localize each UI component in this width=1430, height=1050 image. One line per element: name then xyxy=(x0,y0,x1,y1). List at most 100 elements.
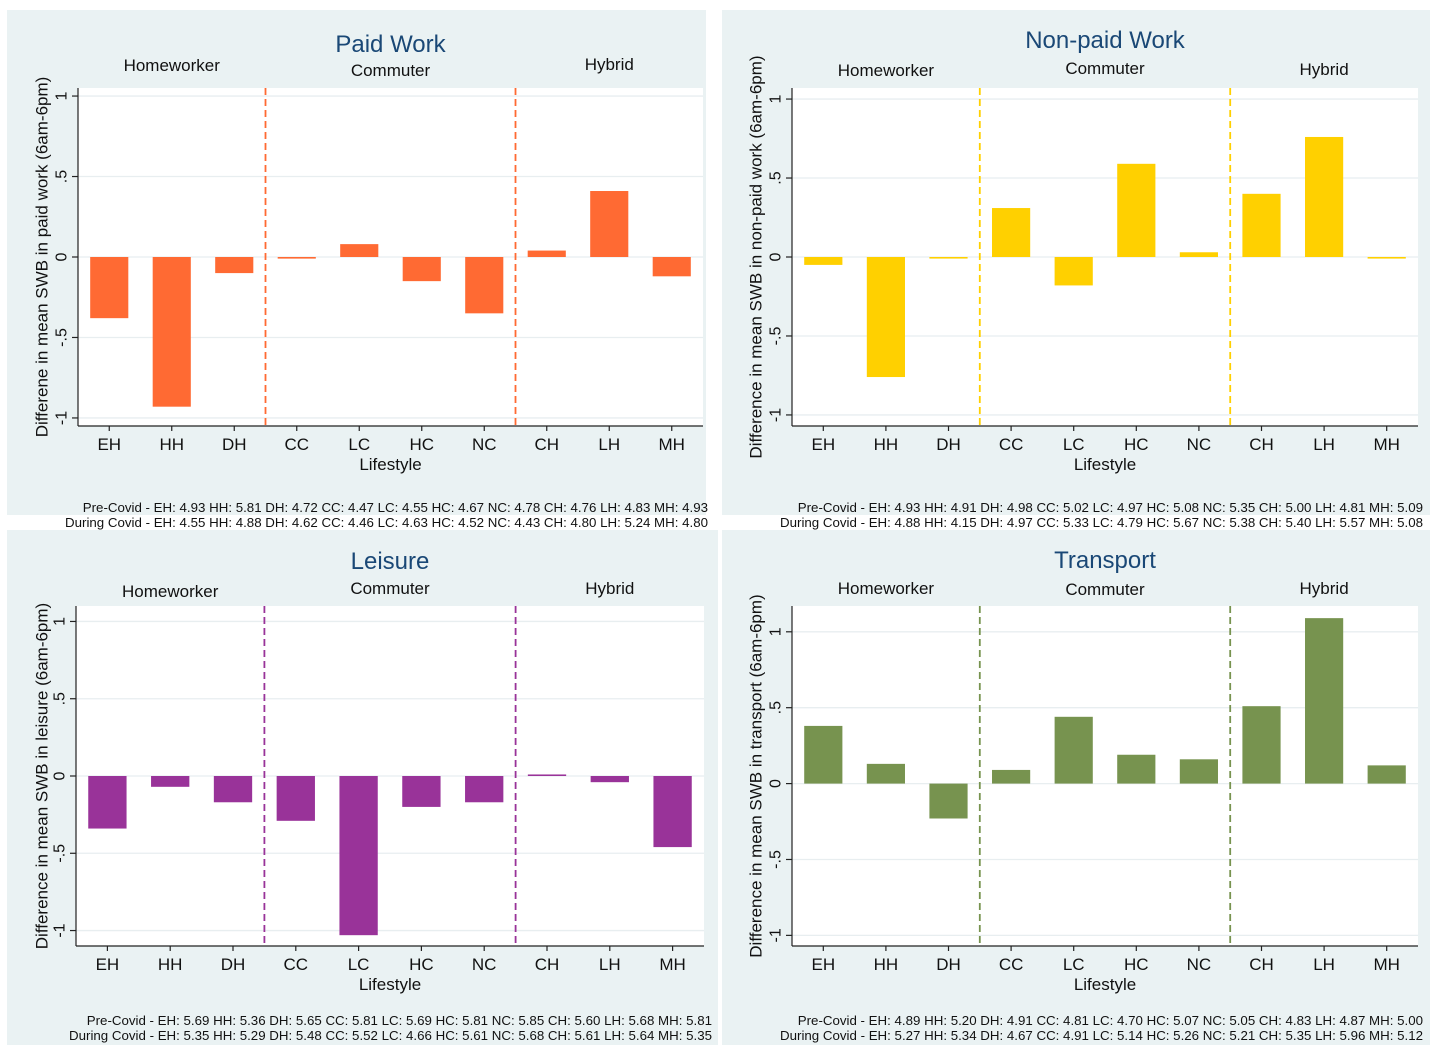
bar-lh xyxy=(1305,136,1344,257)
bar-eh xyxy=(90,257,129,319)
group-label: Hybrid xyxy=(1300,60,1349,79)
group-label: Commuter xyxy=(1065,59,1145,78)
bar-lc xyxy=(340,244,379,257)
group-label: Homeworker xyxy=(838,61,935,80)
y-tick-label: .5 xyxy=(52,692,69,705)
y-tick-label: -1 xyxy=(768,928,785,942)
during-covid-note: During Covid - EH: 4.88 HH: 4.15 DH: 4.9… xyxy=(780,515,1423,530)
y-tick-label: 1 xyxy=(52,617,69,626)
x-tick-label: EH xyxy=(811,435,835,454)
y-axis-label: Differene in mean SWB in paid work (6am-… xyxy=(33,77,52,438)
y-axis-label: Difference in mean SWB in transport (6am… xyxy=(747,594,766,957)
y-tick-label: -.5 xyxy=(768,850,785,869)
y-tick-label: -.5 xyxy=(768,327,785,346)
bar-hc xyxy=(402,257,441,282)
y-tick-label: .5 xyxy=(768,171,785,184)
bar-hc xyxy=(1117,163,1156,257)
bar-ch xyxy=(527,774,567,776)
x-tick-label: MH xyxy=(1373,955,1399,974)
bar-ch xyxy=(1242,193,1281,257)
group-label: Homeworker xyxy=(124,56,221,75)
x-tick-label: CH xyxy=(535,955,560,974)
y-tick-label: -.5 xyxy=(54,328,71,347)
during-covid-note: During Covid - EH: 4.55 HH: 4.88 DH: 4.6… xyxy=(65,515,708,530)
bar-hh xyxy=(151,776,190,787)
bar-ch xyxy=(527,250,566,257)
x-axis-label: Lifestyle xyxy=(359,975,421,994)
pre-covid-note: Pre-Covid - EH: 4.93 HH: 5.81 DH: 4.72 C… xyxy=(83,500,708,515)
bar-dh xyxy=(215,257,254,274)
x-tick-label: NC xyxy=(472,955,497,974)
x-tick-label: HC xyxy=(409,955,434,974)
x-tick-label: CC xyxy=(999,955,1024,974)
y-tick-label: 0 xyxy=(52,771,69,780)
x-tick-label: LC xyxy=(348,435,370,454)
bar-hc xyxy=(402,776,441,807)
x-tick-label: NC xyxy=(1187,955,1212,974)
x-tick-label: HC xyxy=(409,435,434,454)
bar-nc xyxy=(465,776,504,803)
chart-title: Transport xyxy=(1054,547,1156,574)
x-tick-label: HH xyxy=(874,435,899,454)
x-tick-label: DH xyxy=(936,435,961,454)
bar-mh xyxy=(652,257,691,277)
bar-mh xyxy=(1367,765,1406,784)
x-tick-label: LH xyxy=(1313,435,1335,454)
y-tick-label: .5 xyxy=(768,701,785,714)
x-tick-label: CC xyxy=(284,955,309,974)
x-tick-label: NC xyxy=(472,435,497,454)
y-axis-label: Difference in mean SWB in non-paid work … xyxy=(747,55,766,458)
y-tick-label: -.5 xyxy=(52,844,69,863)
x-tick-label: CC xyxy=(284,435,309,454)
bar-eh xyxy=(804,725,843,784)
x-tick-label: HH xyxy=(158,955,183,974)
y-tick-label: 0 xyxy=(54,252,71,261)
chart-panel-2: 1 .5 0 -.5 -1 EH HH DH CC LC HC NC CH LH MH Homeworker C… xyxy=(722,10,1430,530)
y-tick-label: .5 xyxy=(54,170,71,183)
x-tick-label: LC xyxy=(348,955,370,974)
bar-cc xyxy=(276,776,315,821)
group-label: Hybrid xyxy=(1300,579,1349,598)
x-tick-label: CH xyxy=(1249,955,1274,974)
pre-covid-note: Pre-Covid - EH: 5.69 HH: 5.36 DH: 5.65 C… xyxy=(87,1013,712,1028)
x-axis-label: Lifestyle xyxy=(1074,975,1136,994)
x-tick-label: EH xyxy=(811,955,835,974)
x-tick-label: LH xyxy=(598,435,620,454)
y-tick-label: 1 xyxy=(768,95,785,104)
group-label: Commuter xyxy=(350,579,430,598)
bar-mh xyxy=(1367,257,1406,259)
bar-cc xyxy=(277,257,316,259)
x-tick-label: HC xyxy=(1124,435,1149,454)
x-tick-label: EH xyxy=(97,435,121,454)
bar-nc xyxy=(1179,759,1218,784)
bar-nc xyxy=(1179,252,1218,257)
bar-dh xyxy=(929,783,968,819)
pre-covid-note: Pre-Covid - EH: 4.93 HH: 4.91 DH: 4.98 C… xyxy=(798,500,1423,515)
bar-dh xyxy=(213,776,253,803)
chart-panel-4: 1 .5 0 -.5 -1 EH HH DH CC LC HC NC CH LH MH Homeworker C… xyxy=(722,530,1430,1045)
bar-eh xyxy=(804,257,843,265)
pre-covid-note: Pre-Covid - EH: 4.89 HH: 5.20 DH: 4.91 C… xyxy=(798,1013,1423,1028)
bar-lh xyxy=(590,776,629,783)
bar-dh xyxy=(929,257,968,259)
x-tick-label: LH xyxy=(599,955,621,974)
x-tick-label: LH xyxy=(1313,955,1335,974)
bar-lc xyxy=(1054,716,1093,784)
x-tick-label: LC xyxy=(1063,955,1085,974)
y-tick-label: -1 xyxy=(54,411,71,425)
x-tick-label: DH xyxy=(222,435,247,454)
bar-hc xyxy=(1117,754,1156,784)
x-tick-label: HH xyxy=(159,435,184,454)
during-covid-note: During Covid - EH: 5.27 HH: 5.34 DH: 4.6… xyxy=(780,1028,1423,1043)
bar-hh xyxy=(866,257,905,378)
bar-lc xyxy=(1054,257,1093,286)
x-tick-label: NC xyxy=(1187,435,1212,454)
x-tick-label: MH xyxy=(1373,435,1399,454)
bar-eh xyxy=(88,776,127,829)
bar-lh xyxy=(590,191,629,257)
bar-mh xyxy=(653,776,692,848)
x-tick-label: LC xyxy=(1063,435,1085,454)
x-tick-label: CH xyxy=(534,435,559,454)
group-label: Commuter xyxy=(1065,580,1145,599)
